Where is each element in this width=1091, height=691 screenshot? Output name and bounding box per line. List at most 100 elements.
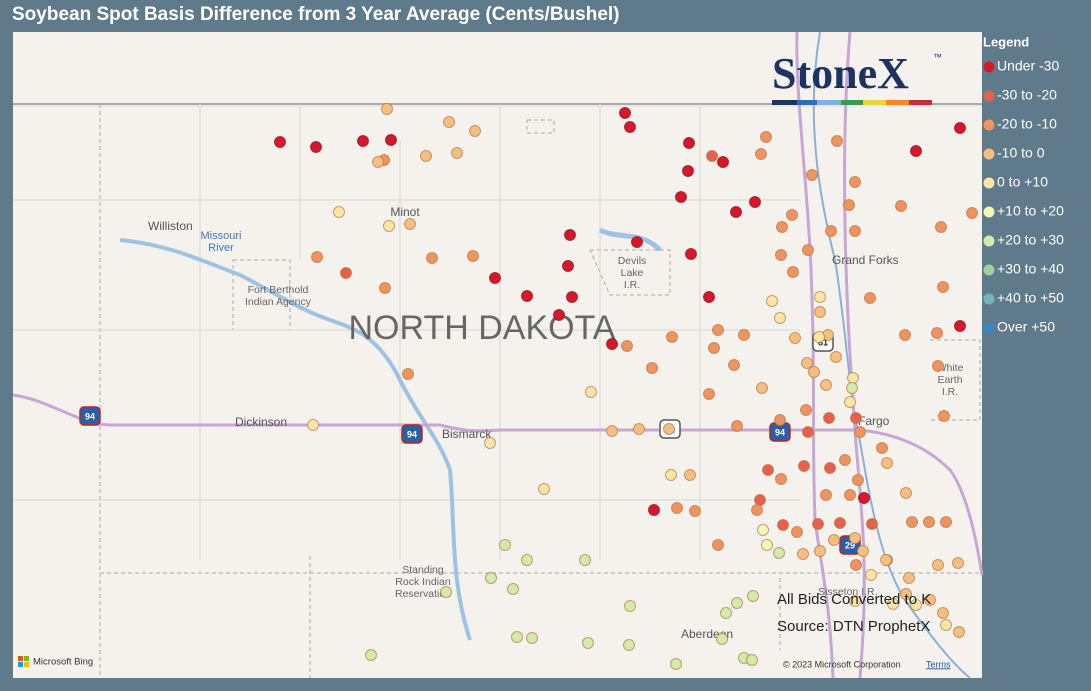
attribution-copyright: © 2023 Microsoft Corporation [783,659,901,669]
basis-point [712,539,724,551]
basis-point [762,464,774,476]
basis-point [381,103,393,115]
basis-point [706,150,718,162]
basis-point [839,454,851,466]
basis-point [665,469,677,481]
basis-point [451,147,463,159]
shield-body [79,406,101,426]
basis-point [310,141,322,153]
place-label: Bismarck [442,427,492,441]
basis-point [775,473,787,485]
basis-point [876,442,888,454]
basis-point [761,539,773,551]
basis-point [828,534,840,546]
region-label: NORTH DAKOTA [349,309,616,347]
basis-point [846,382,858,394]
basis-point [553,309,565,321]
legend-label: -10 to 0 [997,145,1045,161]
basis-point [895,200,907,212]
legend-label: Over +50 [997,319,1055,335]
basis-point [847,372,859,384]
basis-point [648,504,660,516]
basis-point [499,539,511,551]
basis-point [624,121,636,133]
basis-point [420,150,432,162]
legend-swatch [983,148,995,160]
basis-point [777,519,789,531]
legend-label: +40 to +50 [997,290,1064,306]
legend-label: +10 to +20 [997,203,1064,219]
basis-point [469,125,481,137]
basis-point [566,291,578,303]
basis-point [716,633,728,645]
highway-shield: 94 [401,424,423,444]
basis-point [820,379,832,391]
basis-point [814,291,826,303]
basis-point [521,290,533,302]
basis-point [755,148,767,160]
basis-point [728,359,740,371]
basis-point [899,329,911,341]
place-label: I.R. [624,279,640,291]
legend-label: -20 to -10 [997,116,1057,132]
basis-point [683,137,695,149]
basis-point [526,632,538,644]
place-label: Earth [937,374,962,386]
basis-point [854,426,866,438]
basis-point [443,116,455,128]
shield-label: 94 [85,411,95,421]
legend-label: +20 to +30 [997,232,1064,248]
basis-point [798,460,810,472]
basis-point [564,229,576,241]
basis-point [385,134,397,146]
legend-label: 0 to +10 [997,174,1048,190]
basis-point [850,412,862,424]
basis-point [910,599,922,611]
highway-shields: 949494528129 [79,332,861,555]
basis-point [754,494,766,506]
basis-point [903,572,915,584]
basis-point [844,396,856,408]
legend-swatch [983,264,995,276]
place-label: Sisseton I.R. [818,586,878,598]
legend-swatch [983,119,995,131]
basis-point [775,249,787,261]
basis-point [864,292,876,304]
basis-point [663,423,675,435]
basis-point [900,487,912,499]
basis-point [621,340,633,352]
basis-point [489,272,501,284]
basis-point [802,426,814,438]
place-label: Dickinson [235,415,287,429]
basis-point [631,236,643,248]
basis-point [606,338,618,350]
basis-point [720,607,732,619]
basis-point [404,218,416,230]
place-label: River [208,242,234,254]
basis-point [703,291,715,303]
basis-point [340,267,352,279]
basis-point [670,658,682,670]
bing-logo [18,656,29,667]
basis-point [671,502,683,514]
terms-link[interactable]: Terms [926,659,951,669]
shield-label: 94 [775,427,785,437]
place-label: Lake [621,267,644,279]
attribution-provider: Microsoft Bing [33,657,93,668]
basis-point [849,176,861,188]
basis-point [751,504,763,516]
note: Source: DTN ProphetX [777,618,930,635]
basis-point [776,221,788,233]
basis-point [814,306,826,318]
basis-point [800,404,812,416]
basis-point [924,594,936,606]
basis-point [766,295,778,307]
shield-label: 81 [818,337,828,347]
place-label: Indian Agency [245,296,312,308]
place-label: I.R. [942,386,958,398]
basis-point [511,631,523,643]
basis-point [900,588,912,600]
place-label: Williston [148,219,193,233]
basis-point [881,457,893,469]
